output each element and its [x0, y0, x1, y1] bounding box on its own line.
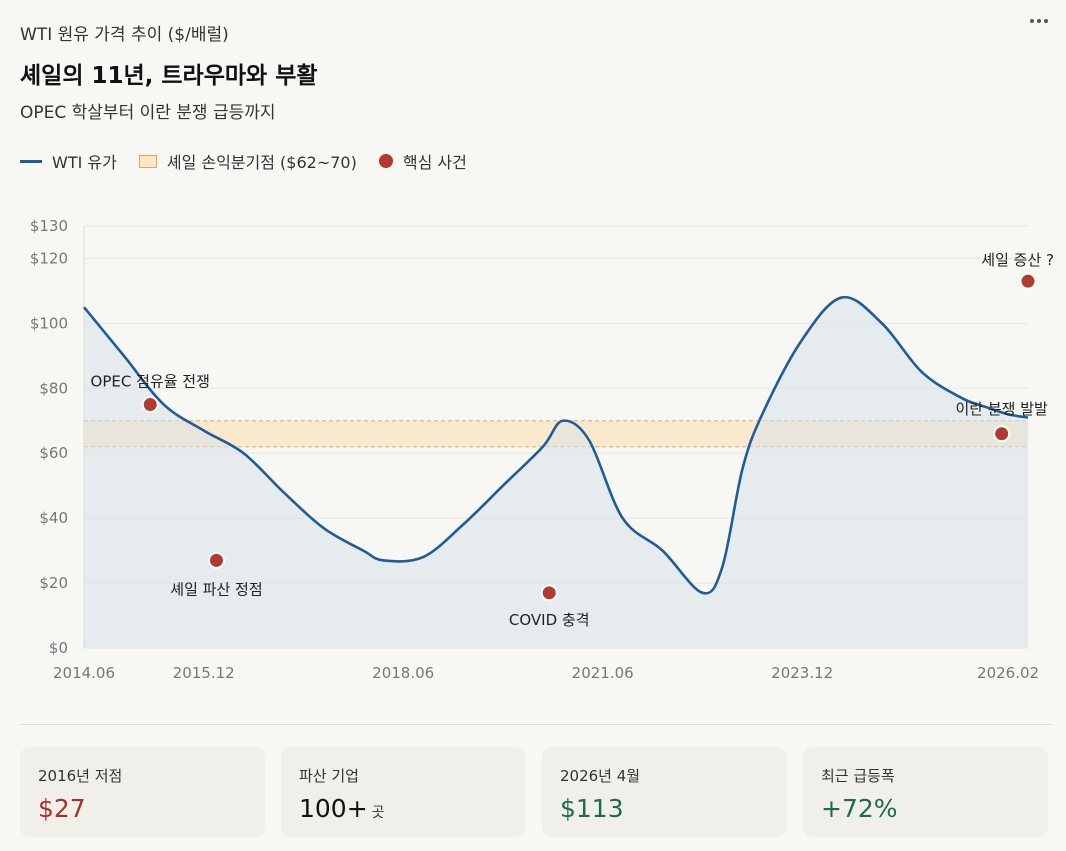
- x-tick-label: 2021.06: [572, 664, 634, 682]
- chart-kicker: WTI 원유 가격 추이 ($/배럴): [20, 25, 229, 45]
- stat-value: $113: [560, 794, 769, 823]
- stat-card-2016-low: 2016년 저점 $27: [20, 747, 265, 837]
- y-tick-label: $20: [39, 574, 68, 592]
- stat-card-recent-surge: 최근 급등폭 +72%: [803, 747, 1048, 837]
- chart-title: 셰일의 11년, 트라우마와 부활: [20, 63, 318, 89]
- stats-row: 2016년 저점 $27 파산 기업 100+ 곳 2026년 4월 $113 최…: [20, 747, 1048, 837]
- stat-card-2026-april: 2026년 4월 $113: [542, 747, 787, 837]
- event-label: 셰일 파산 정점: [170, 580, 262, 598]
- dot-icon: [1037, 19, 1041, 23]
- y-tick-label: $60: [39, 444, 68, 462]
- stat-value-text: $113: [560, 794, 624, 823]
- legend-item-breakeven[interactable]: 셰일 손익분기점 ($62~70): [138, 149, 357, 173]
- price-line: [82, 295, 1029, 595]
- y-tick-label: $100: [30, 314, 68, 332]
- stat-label: 2026년 4월: [560, 767, 641, 785]
- legend-label-breakeven: 셰일 손익분기점 ($62~70): [166, 153, 357, 172]
- legend-label-events: 핵심 사건: [402, 153, 467, 172]
- band-swatch-icon: [138, 154, 157, 168]
- stat-value-text: +72%: [821, 794, 898, 823]
- event-marker: [540, 584, 558, 602]
- stat-label: 최근 급등폭: [821, 767, 895, 785]
- stat-label: 파산 기업: [299, 767, 359, 785]
- event-label: 셰일 증산 ?: [981, 251, 1054, 269]
- legend-item-events[interactable]: 핵심 사건: [378, 149, 467, 173]
- divider: [20, 724, 1052, 725]
- chart-subtitle: OPEC 학살부터 이란 분쟁 급등까지: [20, 103, 276, 123]
- chart-legend: WTI 유가 셰일 손익분기점 ($62~70) 핵심 사건: [20, 149, 489, 173]
- x-tick-label: 2018.06: [372, 664, 434, 682]
- event-marker: [993, 425, 1011, 443]
- stat-value: 100+ 곳: [299, 794, 508, 823]
- line-swatch-icon: [20, 159, 42, 163]
- y-tick-label: $40: [39, 509, 68, 527]
- stat-label: 2016년 저점: [38, 767, 123, 785]
- event-label: COVID 충격: [509, 611, 590, 629]
- price-chart: $0 $20 $40 $60 $80 $100 $120 $130 2014.06 2015.12…: [30, 217, 1054, 682]
- event-marker: [141, 396, 159, 414]
- stat-value: +72%: [821, 794, 1030, 823]
- stat-unit: 곳: [371, 805, 385, 821]
- legend-item-price[interactable]: WTI 유가: [20, 149, 117, 173]
- event-marker: [207, 551, 225, 569]
- y-tick-label: $130: [30, 217, 68, 235]
- price-area: [84, 297, 1028, 648]
- event-label: OPEC 점유율 전쟁: [91, 373, 210, 391]
- x-tick-label: 2014.06: [53, 664, 115, 682]
- event-dot-icon: [378, 154, 393, 168]
- more-options-button[interactable]: [1024, 8, 1054, 34]
- y-tick-label: $120: [30, 249, 68, 267]
- stat-card-bankruptcies: 파산 기업 100+ 곳: [281, 747, 526, 837]
- stat-value-text: $27: [38, 794, 86, 823]
- dot-icon: [1044, 19, 1048, 23]
- legend-label-price: WTI 유가: [52, 153, 117, 172]
- event-label: 이란 분쟁 발발: [955, 400, 1048, 418]
- event-marker: [1019, 272, 1037, 290]
- stat-value: $27: [38, 794, 247, 823]
- x-tick-label: 2015.12: [173, 664, 235, 682]
- stat-value-text: 100+: [299, 794, 368, 823]
- x-tick-label: 2023.12: [771, 664, 833, 682]
- x-tick-label: 2026.02: [977, 664, 1039, 682]
- y-tick-label: $0: [49, 639, 68, 657]
- y-tick-label: $80: [39, 379, 68, 397]
- dot-icon: [1030, 19, 1034, 23]
